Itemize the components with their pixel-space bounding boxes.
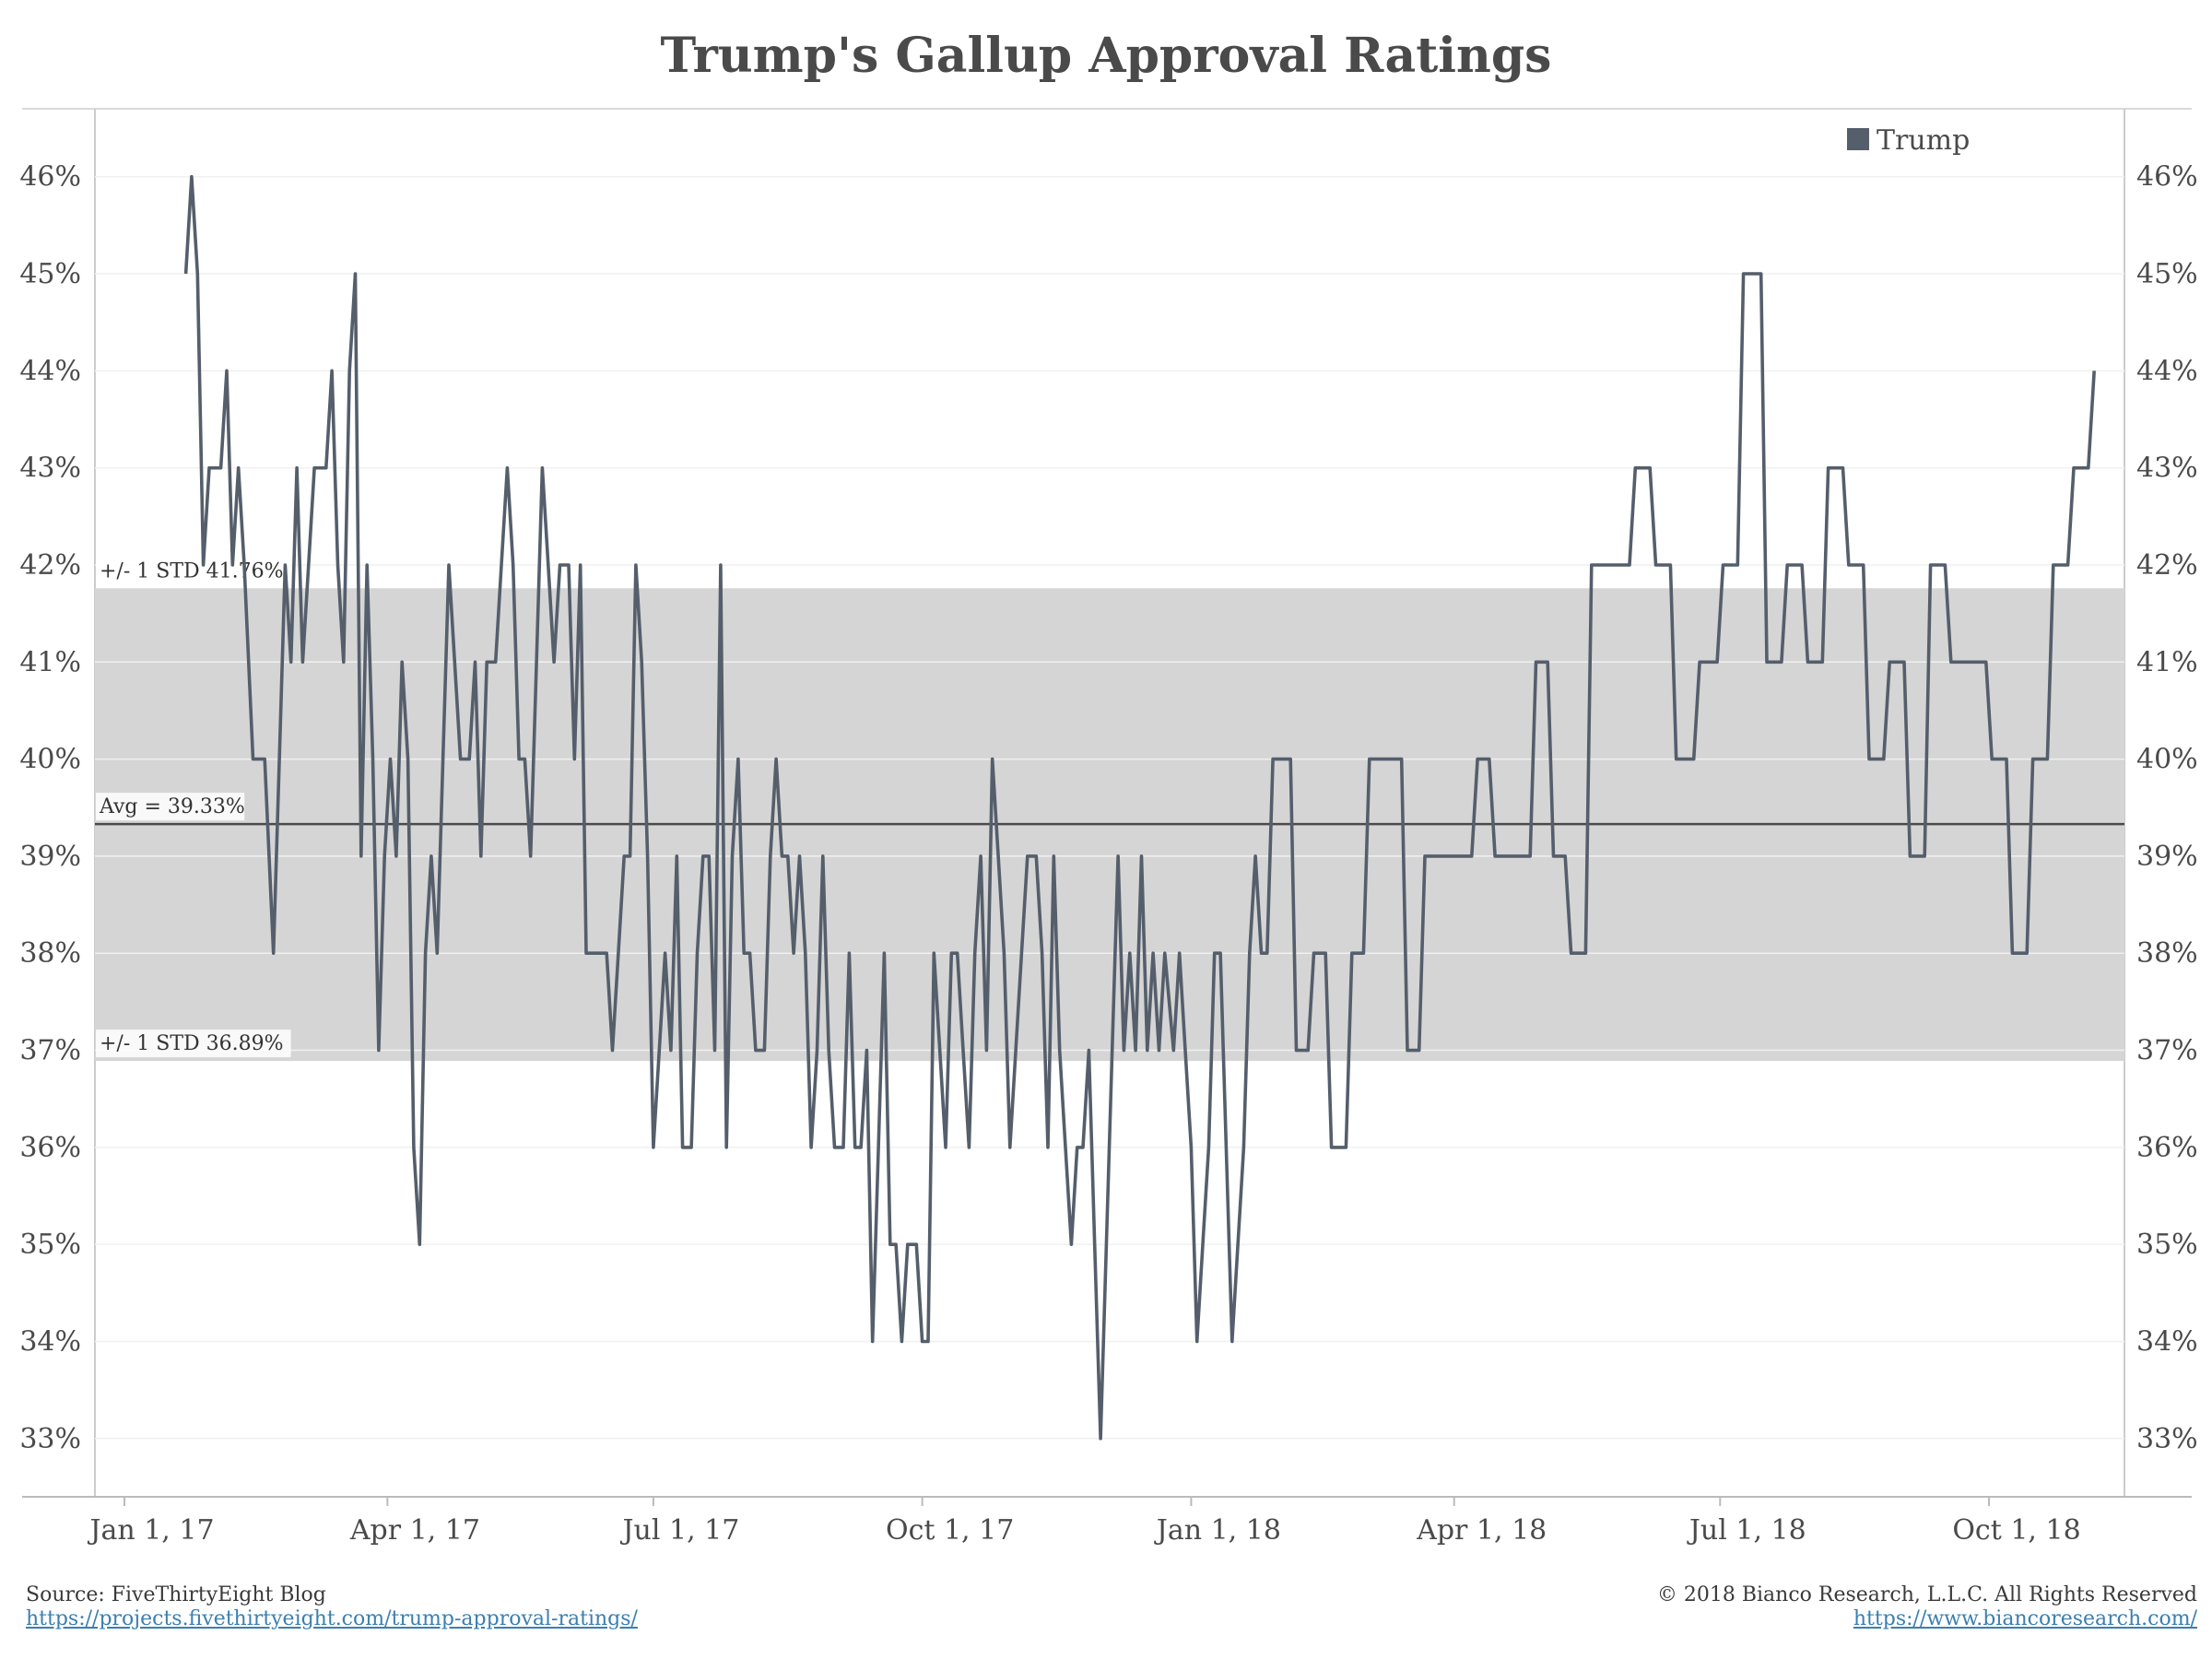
- y-tick-label-left: 46%: [19, 161, 81, 194]
- y-tick-label-left: 45%: [19, 258, 81, 290]
- y-tick-label-left: 38%: [19, 937, 81, 970]
- x-tick-label: Apr 1, 18: [1416, 1514, 1547, 1547]
- upper-std-label: +/- 1 STD 41.76%: [100, 559, 284, 582]
- y-tick-label-right: 42%: [2136, 549, 2198, 582]
- y-tick-label-left: 35%: [19, 1229, 81, 1261]
- y-tick-label-right: 37%: [2136, 1035, 2198, 1067]
- lower-std-label: +/- 1 STD 36.89%: [100, 1032, 284, 1055]
- average-label: Avg = 39.33%: [99, 795, 245, 818]
- y-tick-label-left: 44%: [19, 355, 81, 387]
- x-tick-label: Oct 1, 18: [1952, 1514, 2080, 1547]
- y-tick-label-right: 36%: [2136, 1132, 2198, 1164]
- y-tick-label-right: 40%: [2136, 744, 2198, 776]
- y-tick-label-right: 38%: [2136, 937, 2198, 970]
- x-tick-label: Oct 1, 17: [886, 1514, 1014, 1547]
- y-tick-label-left: 40%: [19, 744, 81, 776]
- y-tick-label-right: 45%: [2136, 258, 2198, 290]
- x-tick-label: Jul 1, 18: [1687, 1514, 1806, 1547]
- y-tick-label-left: 36%: [19, 1132, 81, 1164]
- y-tick-label-left: 39%: [19, 841, 81, 873]
- y-tick-label-right: 41%: [2136, 646, 2198, 678]
- y-tick-label-right: 44%: [2136, 355, 2198, 387]
- chart-title: Trump's Gallup Approval Ratings: [660, 28, 1552, 84]
- y-tick-label-left: 34%: [19, 1325, 81, 1358]
- y-tick-label-right: 43%: [2136, 453, 2198, 485]
- series-line-trump: [183, 174, 2096, 1441]
- x-tick-label: Jan 1, 17: [87, 1514, 214, 1547]
- y-tick-label-left: 33%: [19, 1423, 81, 1455]
- y-tick-label-right: 33%: [2136, 1423, 2198, 1455]
- x-tick-label: Jul 1, 17: [620, 1514, 740, 1547]
- y-tick-label-right: 46%: [2136, 161, 2198, 194]
- y-tick-label-left: 43%: [19, 453, 81, 485]
- y-tick-label-left: 42%: [19, 549, 81, 582]
- y-tick-label-right: 35%: [2136, 1229, 2198, 1261]
- upper-std-label-bg: [96, 557, 291, 585]
- x-tick-label: Apr 1, 17: [349, 1514, 480, 1547]
- y-tick-label-right: 39%: [2136, 841, 2198, 873]
- average-label-bg: [96, 793, 245, 821]
- y-tick-label-left: 41%: [19, 646, 81, 678]
- legend-swatch: [1847, 128, 1869, 150]
- y-tick-label-right: 34%: [2136, 1325, 2198, 1358]
- x-tick-label: Jan 1, 18: [1154, 1514, 1281, 1547]
- y-tick-label-left: 37%: [19, 1035, 81, 1067]
- legend-label: Trump: [1877, 124, 1970, 157]
- source-note: Source: FiveThirtyEight Blog: [26, 1583, 326, 1606]
- source-link[interactable]: https://projects.fivethirtyeight.com/tru…: [26, 1607, 638, 1630]
- site-link[interactable]: https://www.biancoresearch.com/: [1853, 1607, 2197, 1630]
- lower-std-label-bg: [96, 1030, 291, 1058]
- copyright-note: © 2018 Bianco Research, L.L.C. All Right…: [1656, 1583, 2197, 1606]
